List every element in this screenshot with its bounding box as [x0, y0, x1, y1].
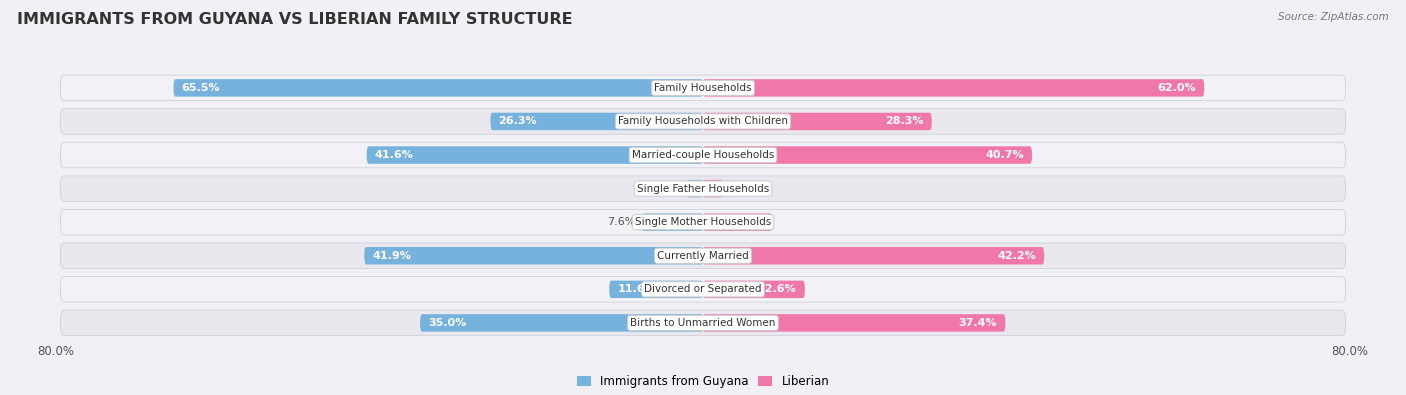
Text: 62.0%: 62.0% — [1157, 83, 1197, 93]
Text: 37.4%: 37.4% — [959, 318, 997, 328]
Text: 35.0%: 35.0% — [429, 318, 467, 328]
Text: Married-couple Households: Married-couple Households — [631, 150, 775, 160]
FancyBboxPatch shape — [60, 209, 1346, 235]
Text: Single Mother Households: Single Mother Households — [636, 217, 770, 227]
FancyBboxPatch shape — [60, 109, 1346, 134]
Text: Source: ZipAtlas.com: Source: ZipAtlas.com — [1278, 12, 1389, 22]
Text: 11.6%: 11.6% — [617, 284, 657, 294]
FancyBboxPatch shape — [609, 280, 703, 298]
Text: Family Households: Family Households — [654, 83, 752, 93]
FancyBboxPatch shape — [173, 79, 703, 97]
Text: 2.5%: 2.5% — [730, 184, 758, 194]
FancyBboxPatch shape — [641, 213, 703, 231]
Text: 2.1%: 2.1% — [651, 184, 679, 194]
FancyBboxPatch shape — [367, 146, 703, 164]
FancyBboxPatch shape — [703, 247, 1045, 265]
FancyBboxPatch shape — [60, 176, 1346, 201]
Text: 42.2%: 42.2% — [997, 251, 1036, 261]
FancyBboxPatch shape — [60, 310, 1346, 336]
FancyBboxPatch shape — [60, 276, 1346, 302]
Text: 12.6%: 12.6% — [758, 284, 797, 294]
Text: 65.5%: 65.5% — [181, 83, 221, 93]
Text: 40.7%: 40.7% — [986, 150, 1024, 160]
Text: Single Father Households: Single Father Households — [637, 184, 769, 194]
FancyBboxPatch shape — [703, 180, 723, 198]
Text: Divorced or Separated: Divorced or Separated — [644, 284, 762, 294]
Text: 26.3%: 26.3% — [499, 117, 537, 126]
FancyBboxPatch shape — [703, 280, 804, 298]
FancyBboxPatch shape — [364, 247, 703, 265]
Text: 7.6%: 7.6% — [607, 217, 636, 227]
FancyBboxPatch shape — [703, 146, 1032, 164]
FancyBboxPatch shape — [703, 79, 1204, 97]
Text: Births to Unmarried Women: Births to Unmarried Women — [630, 318, 776, 328]
FancyBboxPatch shape — [686, 180, 703, 198]
Text: Family Households with Children: Family Households with Children — [619, 117, 787, 126]
FancyBboxPatch shape — [60, 243, 1346, 269]
Text: IMMIGRANTS FROM GUYANA VS LIBERIAN FAMILY STRUCTURE: IMMIGRANTS FROM GUYANA VS LIBERIAN FAMIL… — [17, 12, 572, 27]
Text: 41.6%: 41.6% — [375, 150, 413, 160]
Text: Currently Married: Currently Married — [657, 251, 749, 261]
FancyBboxPatch shape — [60, 142, 1346, 168]
FancyBboxPatch shape — [703, 314, 1005, 332]
FancyBboxPatch shape — [491, 113, 703, 130]
Legend: Immigrants from Guyana, Liberian: Immigrants from Guyana, Liberian — [572, 371, 834, 393]
Text: 41.9%: 41.9% — [373, 251, 411, 261]
Text: 28.3%: 28.3% — [886, 117, 924, 126]
FancyBboxPatch shape — [703, 113, 932, 130]
Text: 8.6%: 8.6% — [734, 217, 765, 227]
FancyBboxPatch shape — [703, 213, 772, 231]
FancyBboxPatch shape — [60, 75, 1346, 101]
FancyBboxPatch shape — [420, 314, 703, 332]
